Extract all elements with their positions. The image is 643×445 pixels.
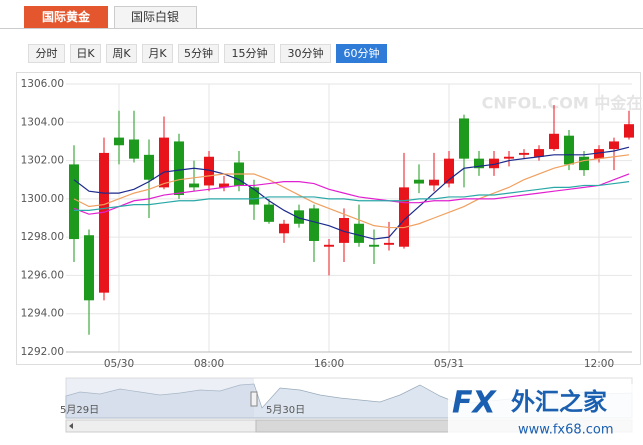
candle-body [549,133,559,150]
candle-body [564,135,574,165]
logo-backdrop [448,384,643,440]
candle-body [339,218,349,243]
chart-frame [16,72,641,365]
candle-body [279,223,289,234]
candle-body [84,235,94,301]
y-tick-label: 1306.00 [21,78,64,90]
period-label[interactable]: 15分钟 [232,46,268,60]
candle-body [489,158,499,169]
navigator-label: 5月30日 [266,404,305,416]
candle-body [459,118,469,159]
candle-body [474,158,484,169]
candle-body [144,154,154,180]
ma-line [73,154,630,229]
period-label[interactable]: 周K [112,47,131,60]
period-label[interactable]: 分时 [36,47,58,60]
candle-body [444,158,454,184]
candle-body [249,187,259,205]
period-button[interactable] [106,44,137,63]
logo-mark: FX [452,386,497,421]
ma-line [73,146,630,240]
candle-body [534,149,544,157]
tab-label[interactable]: 国际黄金 [42,9,91,24]
candle-body [354,223,364,243]
scroll-left[interactable] [69,423,73,429]
candle-body [369,244,379,247]
ma-line [74,181,630,211]
candle-body [384,242,394,245]
candle-body [204,156,214,186]
candle-body [264,204,274,222]
tab-label[interactable]: 国际白银 [131,9,179,24]
navigator-mask [66,378,254,418]
period-button[interactable] [336,44,387,63]
navigator-handle[interactable] [250,391,258,407]
candle-body [504,156,514,159]
candle-body [174,141,184,196]
x-tick-label: 12:00 [584,358,614,370]
y-tick-label: 1302.00 [21,155,64,167]
candle-body [114,137,124,146]
candle-body [69,164,79,240]
x-tick-label: 05/30 [104,358,134,370]
candle-body [429,179,439,186]
period-label[interactable]: 日K [76,47,95,60]
tab-active[interactable] [24,6,108,28]
candle-body [594,149,604,159]
candle-body [324,244,334,247]
y-tick-label: 1294.00 [21,308,64,320]
y-tick-label: 1296.00 [21,269,64,281]
period-label[interactable]: 月K [148,47,167,60]
candle-body [519,152,529,155]
candle-body [129,139,139,159]
y-tick-label: 1304.00 [21,116,64,128]
period-button[interactable] [224,44,275,63]
period-button[interactable] [178,44,219,63]
candle-body [414,179,424,184]
y-tick-label: 1292.00 [21,346,64,358]
tab[interactable] [114,6,197,29]
navigator-label: 5月29日 [60,404,99,416]
watermark: CNFOL.COM 中金在线 [482,94,643,113]
y-tick-label: 1298.00 [21,231,64,243]
period-label[interactable]: 5分钟 [184,46,213,60]
candle-body [309,208,319,241]
logo-url: www.fx68.com [518,423,614,438]
period-button[interactable] [28,44,65,63]
candle-body [609,141,619,150]
candle-body [219,183,229,188]
period-button[interactable] [142,44,173,63]
ma-line [73,173,630,215]
candle-body [99,152,109,293]
x-tick-label: 08:00 [194,358,224,370]
period-label[interactable]: 30分钟 [288,46,324,60]
logo-name: 外汇之家 [511,388,607,416]
x-tick-label: 16:00 [314,358,344,370]
period-button[interactable] [70,44,101,63]
y-tick-label: 1300.00 [21,193,64,205]
candle-body [189,183,199,188]
candle-body [624,124,634,138]
period-label[interactable]: 60分钟 [344,46,380,60]
x-tick-label: 05/31 [434,358,464,370]
candle-body [159,137,169,188]
candle-body [294,210,304,224]
candle-body [399,187,409,247]
candle-body [579,156,589,171]
period-button[interactable] [280,44,331,63]
